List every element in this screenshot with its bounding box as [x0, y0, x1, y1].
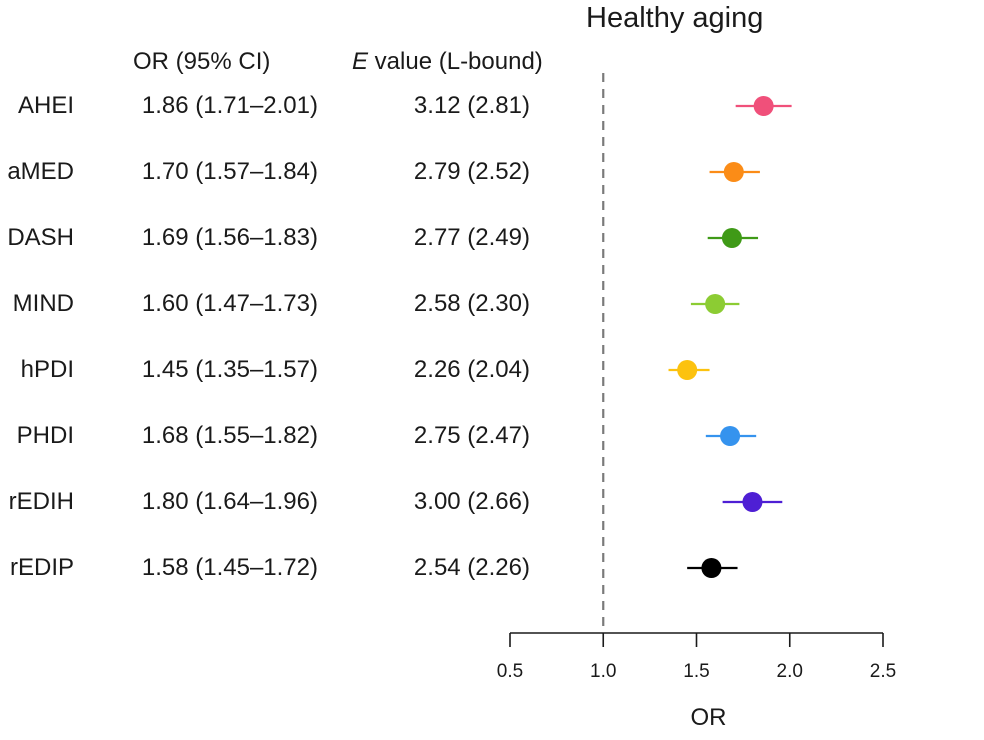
table-row: aMED 1.70 (1.57–1.84) 2.79 (2.52) [0, 155, 560, 189]
evalue-header-rest: value (L-bound) [368, 48, 543, 75]
or-ci-cell: 1.60 (1.47–1.73) [141, 290, 318, 317]
chart-title: Healthy aging [586, 2, 764, 34]
row-label: hPDI [20, 356, 74, 383]
x-tick-label: 2.5 [870, 661, 896, 682]
or-ci-cell: 1.69 (1.56–1.83) [141, 224, 318, 251]
row-label: aMED [7, 158, 74, 185]
or-ci-cell: 1.68 (1.55–1.82) [141, 422, 318, 449]
table-row: hPDI 1.45 (1.35–1.57) 2.26 (2.04) [0, 353, 560, 387]
x-tick-label: 0.5 [497, 661, 523, 682]
evalue-header-italic: E [352, 48, 369, 75]
table-row: MIND 1.60 (1.47–1.73) 2.58 (2.30) [0, 287, 560, 321]
or-point [723, 162, 744, 182]
or-point [720, 426, 741, 446]
evalue-cell: 3.12 (2.81) [413, 92, 530, 119]
evalue-cell: 2.75 (2.47) [413, 422, 530, 449]
or-ci-cell: 1.45 (1.35–1.57) [141, 356, 318, 383]
x-tick-label: 1.5 [683, 661, 709, 682]
row-label: AHEI [17, 92, 74, 119]
or-ci-cell: 1.86 (1.71–2.01) [141, 92, 318, 119]
evalue-cell: 2.79 (2.52) [413, 158, 530, 185]
evalue-cell: 2.54 (2.26) [413, 554, 530, 581]
or-point [705, 294, 726, 314]
table-row: PHDI 1.68 (1.55–1.82) 2.75 (2.47) [0, 419, 560, 453]
table-row: rEDIH 1.80 (1.64–1.96) 3.00 (2.66) [0, 485, 560, 519]
or-point [701, 558, 722, 578]
row-label: MIND [12, 290, 74, 317]
row-label: rEDIP [9, 554, 74, 581]
evalue-cell: 2.26 (2.04) [413, 356, 530, 383]
or-ci-cell: 1.80 (1.64–1.96) [141, 488, 318, 515]
evalue-cell: 2.77 (2.49) [413, 224, 530, 251]
or-point [753, 96, 774, 116]
row-label: DASH [7, 224, 74, 251]
or-ci-cell: 1.70 (1.57–1.84) [141, 158, 318, 185]
or-ci-cell: 1.58 (1.45–1.72) [141, 554, 318, 581]
x-tick-label: 2.0 [777, 661, 803, 682]
or-point [742, 492, 763, 512]
table-row: AHEI 1.86 (1.71–2.01) 3.12 (2.81) [0, 89, 560, 123]
evalue-cell: 3.00 (2.66) [413, 488, 530, 515]
row-label: PHDI [16, 422, 74, 449]
table-row: DASH 1.69 (1.56–1.83) 2.77 (2.49) [0, 221, 560, 255]
evalue-cell: 2.58 (2.30) [413, 290, 530, 317]
x-tick-label: 1.0 [590, 661, 616, 682]
evalue-header: E value (L-bound) [352, 47, 543, 77]
table-row: rEDIP 1.58 (1.45–1.72) 2.54 (2.26) [0, 551, 560, 585]
or-point [721, 228, 742, 248]
or-point [677, 360, 698, 380]
or-ci-header: OR (95% CI) [133, 48, 271, 75]
x-axis-label: OR [691, 704, 727, 731]
row-label: rEDIH [8, 488, 74, 515]
